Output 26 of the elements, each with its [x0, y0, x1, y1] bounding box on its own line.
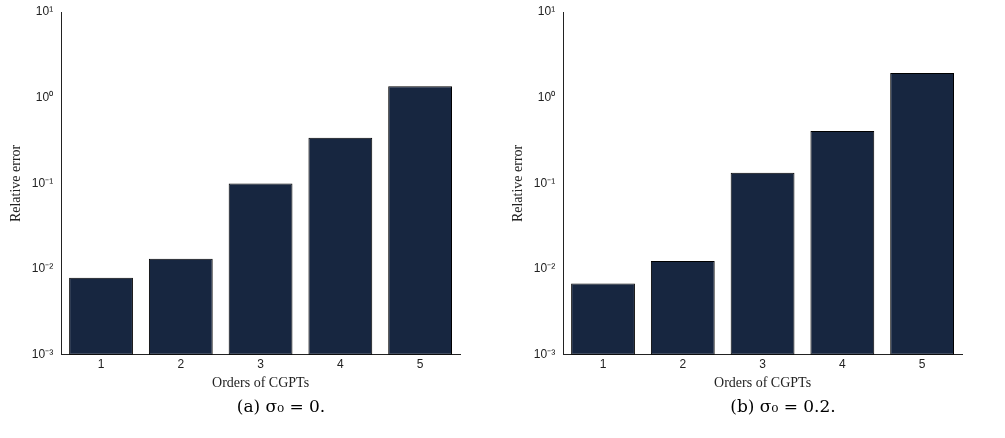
- y-axis-title: Relative error: [510, 144, 526, 223]
- x-tick-label: 1: [599, 357, 607, 372]
- x-tick-label: 2: [177, 357, 185, 372]
- y-tick-label: 10¹: [537, 4, 556, 19]
- x-tick-label: 5: [416, 357, 424, 372]
- y-axis-title: Relative error: [8, 144, 24, 223]
- y-tick-label: 10⁰: [35, 90, 54, 105]
- x-axis-title: Orders of CGPTs: [714, 375, 812, 391]
- y-tick-label: 10¹: [35, 4, 54, 19]
- x-tick-label: 5: [918, 357, 926, 372]
- x-tick-label: 4: [839, 357, 846, 372]
- y-tick-label: 10⁻¹: [533, 175, 556, 190]
- text: (a) σ₀ = 0.: [235, 396, 327, 416]
- x-tick-label: 1: [97, 357, 105, 372]
- text: (b) σ₀ = 0.2.: [729, 396, 837, 416]
- x-tick-label: 2: [679, 357, 687, 372]
- y-tick-label: 10⁻¹: [31, 175, 54, 190]
- y-tick-label: 10⁻³: [31, 347, 54, 362]
- x-tick-label: 3: [759, 357, 767, 372]
- y-tick-label: 10⁻²: [533, 261, 556, 276]
- y-tick-label: 10⁰: [537, 90, 556, 105]
- x-axis-title: Orders of CGPTs: [212, 375, 310, 391]
- x-tick-label: 3: [257, 357, 265, 372]
- y-tick-label: 10⁻²: [31, 261, 54, 276]
- x-tick-label: 4: [337, 357, 344, 372]
- y-tick-label: 10⁻³: [533, 347, 556, 362]
